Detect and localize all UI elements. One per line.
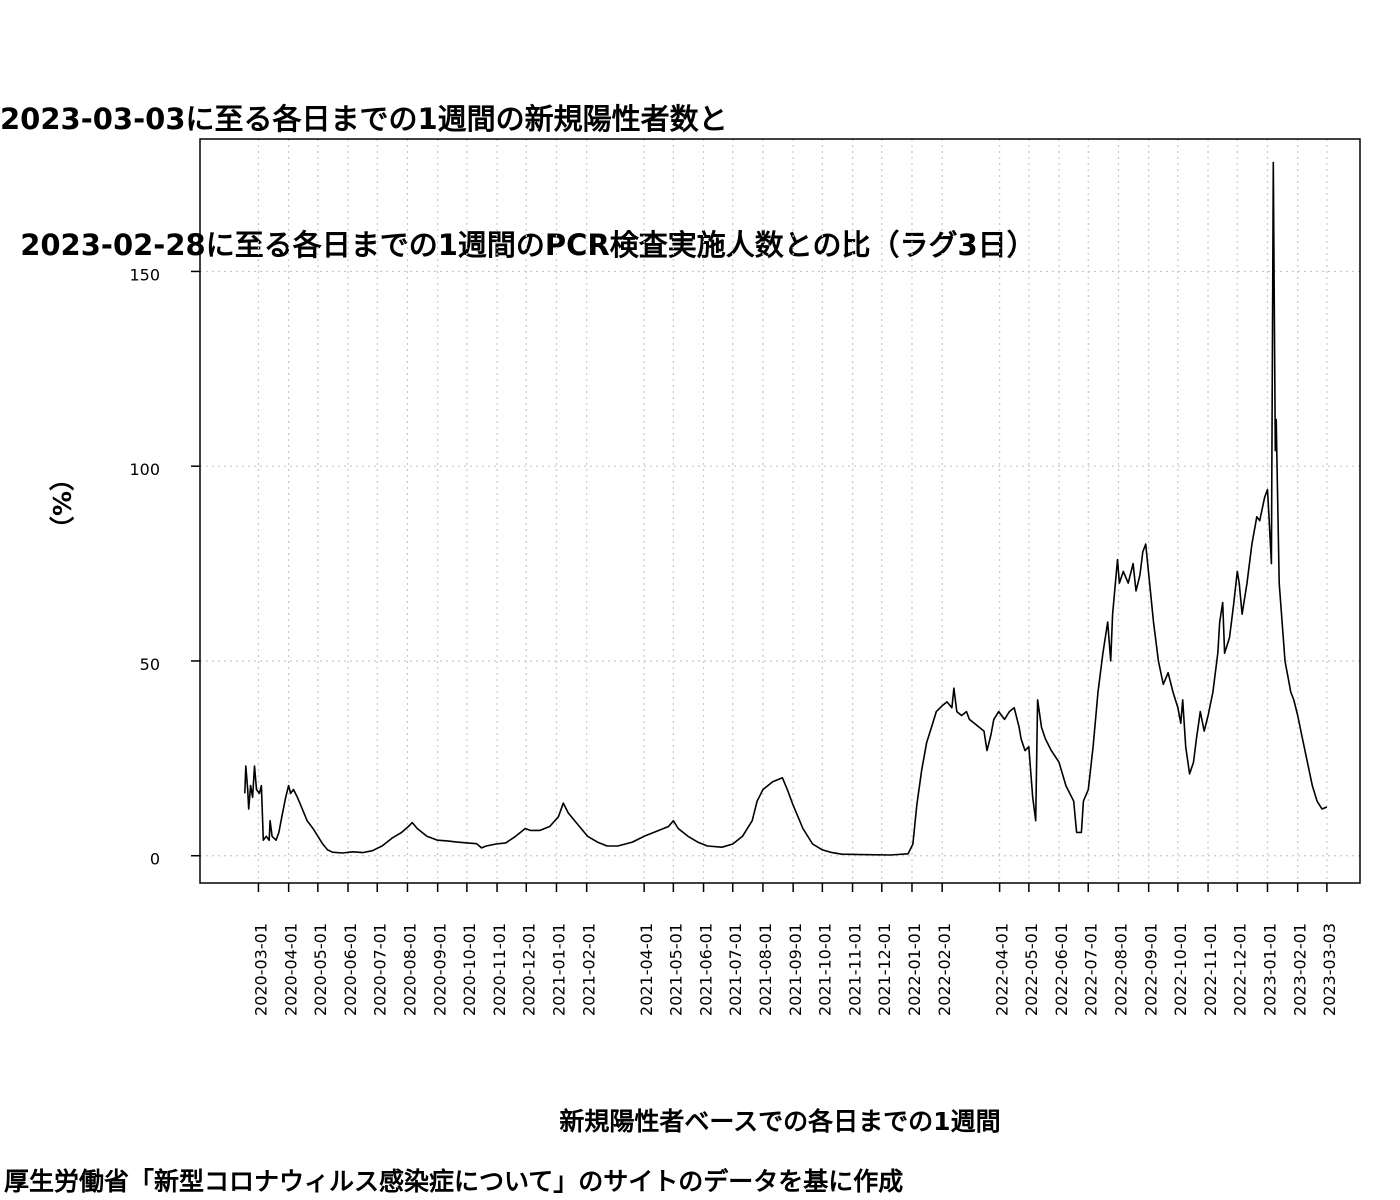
- x-tick-label: 2022-09-01: [1142, 923, 1161, 1016]
- x-tick-label: 2020-08-01: [400, 923, 419, 1016]
- x-tick-label: 2020-07-01: [370, 923, 389, 1016]
- x-tick-label: 2020-05-01: [311, 923, 330, 1016]
- x-tick-label: 2021-09-01: [786, 923, 805, 1016]
- x-tick-label: 2021-05-01: [666, 923, 685, 1016]
- x-tick-label: 2022-11-01: [1201, 923, 1220, 1016]
- x-tick-label: 2021-02-01: [580, 923, 599, 1016]
- x-tick-label: 2021-07-01: [726, 923, 745, 1016]
- y-tick-label: 150: [129, 265, 160, 284]
- chart-title: 2023-03-03に至る各日までの1週間の新規陽性者数と 2023-02-28…: [0, 14, 1036, 308]
- x-tick-label: 2022-02-01: [935, 923, 954, 1016]
- x-tick-label: 2023-03-03: [1320, 923, 1339, 1016]
- x-tick-label: 2020-03-01: [251, 923, 270, 1016]
- x-tick-label: 2023-02-01: [1291, 923, 1310, 1016]
- y-axis-label: （%）: [48, 465, 77, 541]
- x-tick-label: 2020-04-01: [282, 923, 301, 1016]
- x-tick-label: 2022-06-01: [1052, 923, 1071, 1016]
- x-tick-label: 2022-10-01: [1171, 923, 1190, 1016]
- plot-frame: [199, 138, 1361, 884]
- x-axis: 2020-03-01 2020-04-01 2020-05-01 2020-06-01…: [251, 883, 1339, 1016]
- x-tick-label: 2022-05-01: [1022, 923, 1041, 1016]
- chart-title-line-2: 2023-02-28に至る各日までの1週間のPCR検査実施人数との比（ラグ3日）: [0, 228, 1036, 262]
- x-tick-label: 2021-08-01: [756, 923, 775, 1016]
- x-tick-label: 2022-12-01: [1230, 923, 1249, 1016]
- chart-title-line-1: 2023-03-03に至る各日までの1週間の新規陽性者数と: [0, 102, 728, 136]
- y-tick-label: 0: [150, 850, 160, 869]
- x-tick-label: 2020-06-01: [341, 923, 360, 1016]
- x-tick-label: 2022-01-01: [905, 923, 924, 1016]
- x-tick-label: 2021-04-01: [637, 923, 656, 1016]
- x-axis-label: 新規陽性者ベースでの各日までの1週間: [559, 1107, 1001, 1136]
- x-tick-label: 2022-08-01: [1111, 923, 1130, 1016]
- source-caption: 厚生労働省「新型コロナウィルス感染症について」のサイトのデータを基に作成: [4, 1167, 904, 1196]
- x-tick-label: 2023-01-01: [1260, 923, 1279, 1016]
- x-tick-label: 2020-09-01: [431, 923, 450, 1016]
- y-axis: 0 50 100 150: [129, 265, 200, 869]
- x-tick-label: 2022-04-01: [993, 923, 1012, 1016]
- x-tick-label: 2020-10-01: [460, 923, 479, 1016]
- x-tick-label: 2021-12-01: [875, 923, 894, 1016]
- grid-lines: [200, 139, 1360, 883]
- series-line: [244, 161, 1328, 856]
- x-tick-label: 2021-10-01: [815, 923, 834, 1016]
- y-tick-label: 50: [140, 655, 160, 674]
- x-tick-label: 2020-12-01: [519, 923, 538, 1016]
- x-tick-label: 2021-01-01: [549, 923, 568, 1016]
- x-tick-label: 2021-11-01: [846, 923, 865, 1016]
- y-tick-label: 100: [129, 460, 160, 479]
- x-tick-label: 2021-06-01: [697, 923, 716, 1016]
- x-tick-label: 2020-11-01: [490, 923, 509, 1016]
- x-tick-label: 2022-07-01: [1081, 923, 1100, 1016]
